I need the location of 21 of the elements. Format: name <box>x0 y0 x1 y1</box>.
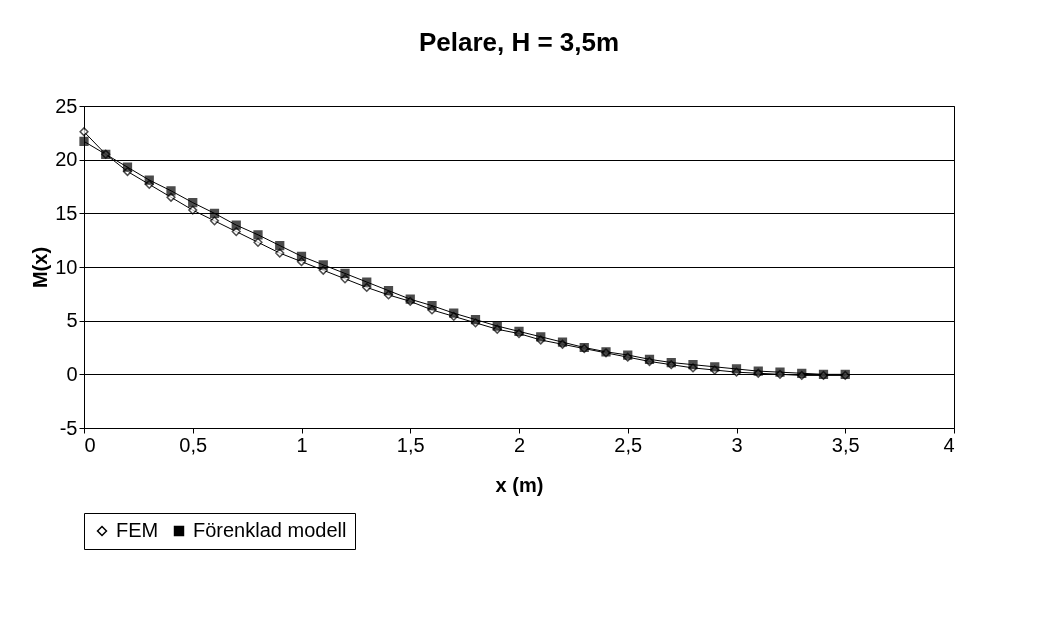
x-tick-label: 3,5 <box>831 433 860 456</box>
y-axis-title: M(x) <box>29 246 52 289</box>
y-tick-label: 10 <box>55 255 78 278</box>
x-tick-label: 1,5 <box>396 433 425 456</box>
x-tick-label: 3 <box>731 433 743 456</box>
y-tick-label: -5 <box>59 416 78 439</box>
y-tick-label: 20 <box>55 148 78 171</box>
x-tick-label: 1 <box>296 433 308 456</box>
x-tick-label: 4 <box>943 433 955 456</box>
y-tick-label: 25 <box>55 94 78 117</box>
chart-title: Pelare, H = 3,5m <box>418 27 620 57</box>
legend-label: Förenklad modell <box>193 519 347 541</box>
x-tick-label: 0,5 <box>179 433 208 456</box>
legend-label: FEM <box>116 519 159 541</box>
x-axis-title: x (m) <box>495 473 544 496</box>
y-tick-label: 0 <box>66 362 78 385</box>
y-tick-label: 15 <box>55 201 78 224</box>
y-tick-label: 5 <box>66 309 78 332</box>
x-tick-label: 0 <box>84 433 96 456</box>
x-tick-label: 2,5 <box>614 433 643 456</box>
x-tick-label: 2 <box>513 433 526 456</box>
